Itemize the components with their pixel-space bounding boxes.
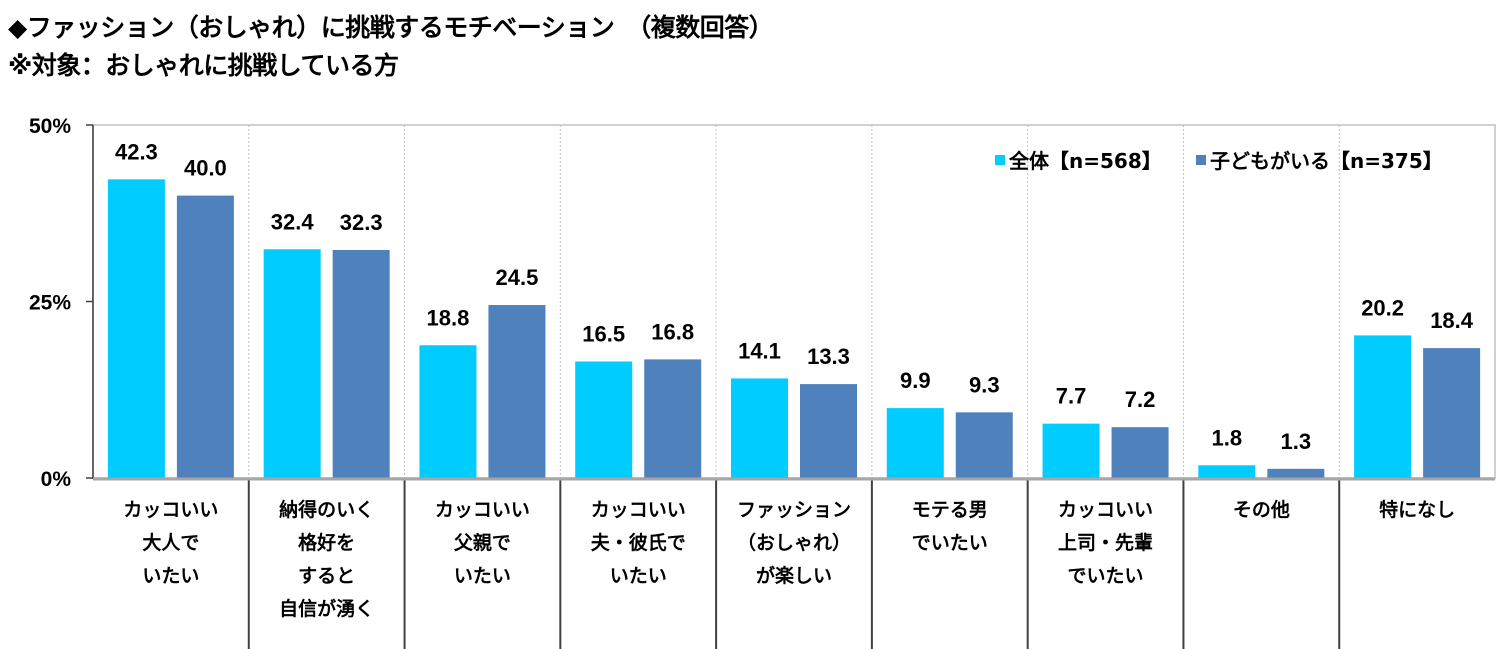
data-label: 7.7 (1056, 384, 1087, 409)
bar-parents (1423, 348, 1481, 478)
data-label: 1.8 (1212, 425, 1243, 450)
y-tick-label: 0% (41, 468, 72, 491)
legend-label-0: 全体【n=568】 (1008, 149, 1162, 173)
bar-all (886, 408, 944, 478)
data-label: 7.2 (1125, 387, 1156, 412)
x-tick-label: でいたい (1068, 565, 1144, 587)
x-tick-label: その他 (1233, 498, 1290, 521)
x-tick-label: いたい (454, 565, 511, 587)
data-label: 9.9 (900, 368, 931, 393)
data-label: 18.8 (427, 305, 470, 330)
legend-label-1: 子どもがいる【n=375】 (1210, 149, 1443, 173)
bar-parents (644, 359, 702, 478)
x-tick-label: カッコいい (591, 499, 686, 521)
bar-all (263, 249, 321, 478)
bar-parents (488, 305, 546, 478)
legend-swatch-0 (995, 155, 1005, 165)
data-label: 16.8 (651, 319, 694, 344)
x-tick-label: でいたい (912, 532, 988, 554)
data-label: 16.5 (582, 322, 625, 347)
bar-all (1198, 465, 1256, 478)
x-tick-label: （おしゃれ） (737, 531, 851, 554)
legend-swatch-1 (1196, 155, 1206, 165)
bar-all (575, 361, 633, 478)
y-tick-label: 50% (29, 115, 71, 138)
bar-parents (332, 249, 390, 478)
x-tick-label: 大人で (142, 531, 199, 554)
x-tick-label: 特になし (1379, 499, 1455, 521)
bar-all (1354, 335, 1412, 478)
x-tick-label: 夫・彼氏で (591, 531, 686, 554)
data-label: 20.2 (1361, 295, 1404, 320)
data-label: 18.4 (1430, 308, 1474, 333)
data-label: 42.3 (115, 139, 158, 164)
x-tick-label: 上司・先輩 (1058, 531, 1153, 554)
y-tick-label: 25% (29, 292, 71, 315)
data-label: 32.4 (271, 209, 315, 234)
bar-all (1042, 423, 1100, 478)
data-label: 24.5 (496, 265, 539, 290)
data-label: 32.3 (340, 210, 383, 235)
x-tick-label: が楽しい (756, 564, 832, 587)
data-label: 14.1 (738, 338, 781, 363)
bar-parents (800, 384, 857, 478)
bar-parents (955, 412, 1013, 478)
data-label: 40.0 (184, 156, 227, 181)
x-tick-label: カッコいい (123, 499, 218, 521)
bar-parents (176, 195, 234, 478)
x-tick-label: カッコいい (1058, 499, 1153, 521)
x-tick-label: いたい (610, 565, 667, 587)
x-tick-label: いたい (142, 565, 199, 587)
bar-parents (1111, 427, 1169, 478)
x-tick-label: 自信が湧く (279, 597, 374, 620)
bar-all (419, 345, 477, 478)
chart-subtitle: ※対象：おしゃれに挑戦している方 (8, 51, 399, 80)
x-tick-label: 父親で (453, 531, 511, 554)
bar-all (731, 378, 788, 478)
x-tick-label: 納得のいく (279, 498, 374, 521)
x-tick-label: モテる男 (912, 499, 988, 521)
data-label: 13.3 (807, 344, 850, 369)
bar-all (107, 179, 165, 478)
x-tick-label: すると (298, 565, 355, 587)
data-label: 9.3 (969, 372, 1000, 397)
chart-title: ◆ファッション（おしゃれ）に挑戦するモチベーション （複数回答） (8, 13, 774, 42)
x-tick-label: ファッション (737, 499, 851, 521)
bar-parents (1267, 468, 1325, 478)
x-tick-label: カッコいい (435, 499, 530, 521)
x-tick-label: 格好を (298, 531, 355, 554)
data-label: 1.3 (1281, 429, 1312, 454)
